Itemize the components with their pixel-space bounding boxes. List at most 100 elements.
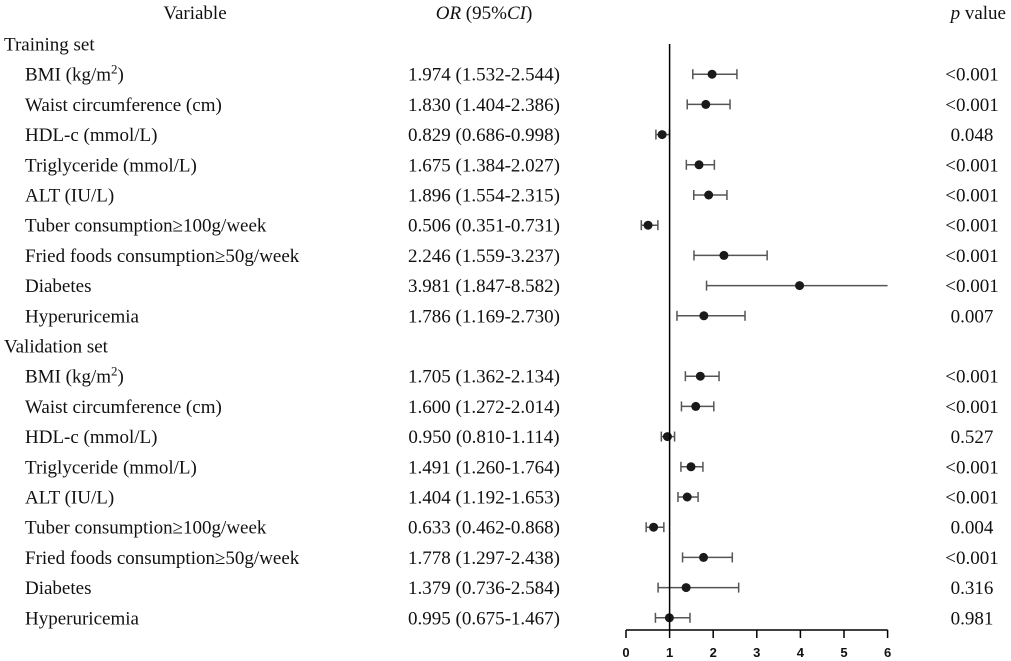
variable-label: BMI (kg/m2) (25, 364, 124, 388)
header-p-label: p (949, 3, 961, 24)
x-tick-label: 2 (710, 645, 717, 660)
group-label: Validation set (4, 337, 109, 358)
header-ci-label: CI (507, 3, 528, 24)
p-value: 0.004 (951, 518, 994, 539)
variable-name: Waist circumference (cm) (25, 95, 222, 116)
p-value: <0.001 (945, 397, 998, 418)
or-ci-value: 0.829 (0.686-0.998) (408, 125, 560, 146)
or-ci-value: 1.491 (1.260-1.764) (408, 457, 560, 478)
header-or-label: OR (436, 3, 462, 24)
variable-superscript: 2 (111, 62, 118, 77)
or-point (701, 99, 711, 109)
variable-name: Triglyceride (mmol/L) (25, 457, 197, 478)
p-value: <0.001 (945, 155, 998, 176)
or-ci-value: 1.786 (1.169-2.730) (408, 306, 560, 327)
or-point (719, 250, 729, 260)
or-ci-value: 1.379 (0.736-2.584) (408, 578, 560, 599)
or-point (694, 160, 704, 170)
point-layer (643, 69, 805, 623)
or-ci-value: 1.675 (1.384-2.027) (408, 155, 560, 176)
variable-label: Waist circumference (cm) (25, 397, 222, 418)
variable-label: Diabetes (25, 578, 91, 599)
variable-label: Tuber consumption≥100g/week (25, 216, 267, 237)
or-ci-value: 1.705 (1.362-2.134) (408, 367, 560, 388)
variable-name: Triglyceride (mmol/L) (25, 155, 197, 176)
variable-label: HDL-c (mmol/L) (25, 427, 157, 448)
header-or-paren: (95% (461, 3, 507, 24)
p-value: <0.001 (945, 216, 998, 237)
x-tick-label: 6 (884, 645, 891, 660)
or-point (649, 522, 659, 532)
variable-name: BMI (kg/m (25, 65, 111, 86)
variable-name: Tuber consumption≥100g/week (25, 216, 267, 237)
p-value: <0.001 (945, 488, 998, 509)
variable-superscript: 2 (111, 364, 118, 379)
variable-name: Diabetes (25, 578, 91, 599)
header-value-label: value (960, 3, 1006, 24)
or-ci-value: 3.981 (1.847-8.582) (408, 276, 560, 297)
p-value: 0.007 (951, 306, 994, 327)
variable-label: Fried foods consumption≥50g/week (25, 548, 300, 569)
or-point (643, 220, 653, 230)
p-value: 0.316 (951, 578, 994, 599)
or-point (662, 432, 672, 442)
or-point (699, 311, 709, 321)
header-ci-close: ) (526, 3, 532, 24)
p-value: 0.048 (951, 125, 994, 146)
or-point (704, 190, 714, 200)
variable-name: Fried foods consumption≥50g/week (25, 548, 300, 569)
p-value: <0.001 (945, 95, 998, 116)
x-axis: 0 1 2 3 4 5 6 (622, 44, 891, 660)
or-point (795, 281, 805, 291)
variable-name: Hyperuricemia (25, 608, 140, 629)
variable-label: HDL-c (mmol/L) (25, 125, 157, 146)
header-or-ci: OR (95%CI) (436, 3, 533, 24)
group-label: Training set (4, 35, 95, 56)
x-tick-label: 4 (797, 645, 805, 660)
or-ci-value: 1.830 (1.404-2.386) (408, 95, 560, 116)
variable-name: Hyperuricemia (25, 306, 140, 327)
variable-suffix: ) (118, 367, 124, 388)
header-p-value: p value (949, 3, 1006, 24)
or-ci-value: 0.633 (0.462-0.868) (408, 518, 560, 539)
or-ci-value: 0.995 (0.675-1.467) (408, 608, 560, 629)
p-value: <0.001 (945, 367, 998, 388)
variable-label: ALT (IU/L) (25, 488, 114, 509)
or-ci-value: 1.778 (1.297-2.438) (408, 548, 560, 569)
or-point (686, 462, 696, 472)
x-tick-label: 3 (753, 645, 760, 660)
variable-label: Hyperuricemia (25, 306, 140, 327)
variable-label: Triglyceride (mmol/L) (25, 155, 197, 176)
or-point (691, 401, 701, 411)
variable-name: ALT (IU/L) (25, 488, 114, 509)
or-point (681, 583, 691, 593)
p-value: 0.981 (951, 608, 994, 629)
variable-suffix: ) (118, 65, 124, 86)
or-point (699, 552, 709, 562)
p-value: <0.001 (945, 186, 998, 207)
variable-name: BMI (kg/m (25, 367, 111, 388)
variable-name: HDL-c (mmol/L) (25, 427, 157, 448)
variable-label: Triglyceride (mmol/L) (25, 457, 197, 478)
table-header: Variable OR (95%CI) p value (163, 3, 1006, 24)
variable-label: Fried foods consumption≥50g/week (25, 246, 300, 267)
variable-name: ALT (IU/L) (25, 186, 114, 207)
or-point (707, 69, 717, 79)
or-point (657, 130, 667, 140)
or-point (695, 371, 705, 381)
or-ci-value: 1.404 (1.192-1.653) (408, 488, 560, 509)
header-variable: Variable (163, 3, 226, 24)
p-value: <0.001 (945, 65, 998, 86)
x-tick-label: 1 (666, 645, 673, 660)
variable-name: Fried foods consumption≥50g/week (25, 246, 300, 267)
ci-layer (640, 69, 888, 623)
variable-label: ALT (IU/L) (25, 186, 114, 207)
variable-label: Waist circumference (cm) (25, 95, 222, 116)
p-value: <0.001 (945, 457, 998, 478)
x-tick-label: 5 (840, 645, 847, 660)
variable-name: HDL-c (mmol/L) (25, 125, 157, 146)
or-ci-value: 0.950 (0.810-1.114) (408, 427, 559, 448)
or-ci-value: 1.974 (1.532-2.544) (408, 65, 560, 86)
